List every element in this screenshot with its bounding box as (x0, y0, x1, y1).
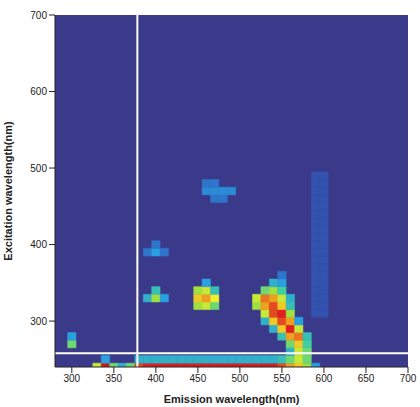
svg-text:500: 500 (232, 373, 249, 384)
svg-text:550: 550 (274, 373, 291, 384)
svg-text:500: 500 (30, 163, 47, 174)
svg-text:600: 600 (30, 86, 47, 97)
svg-text:350: 350 (105, 373, 122, 384)
svg-text:400: 400 (30, 239, 47, 250)
svg-text:700: 700 (30, 10, 47, 21)
svg-text:300: 300 (30, 316, 47, 327)
svg-text:Emission wavelength(nm): Emission wavelength(nm) (164, 393, 300, 405)
svg-text:Excitation wavelength(nm): Excitation wavelength(nm) (2, 121, 14, 261)
svg-text:700: 700 (400, 373, 417, 384)
svg-text:400: 400 (148, 373, 165, 384)
svg-text:300: 300 (63, 373, 80, 384)
svg-text:650: 650 (358, 373, 375, 384)
svg-text:600: 600 (316, 373, 333, 384)
svg-text:450: 450 (190, 373, 207, 384)
